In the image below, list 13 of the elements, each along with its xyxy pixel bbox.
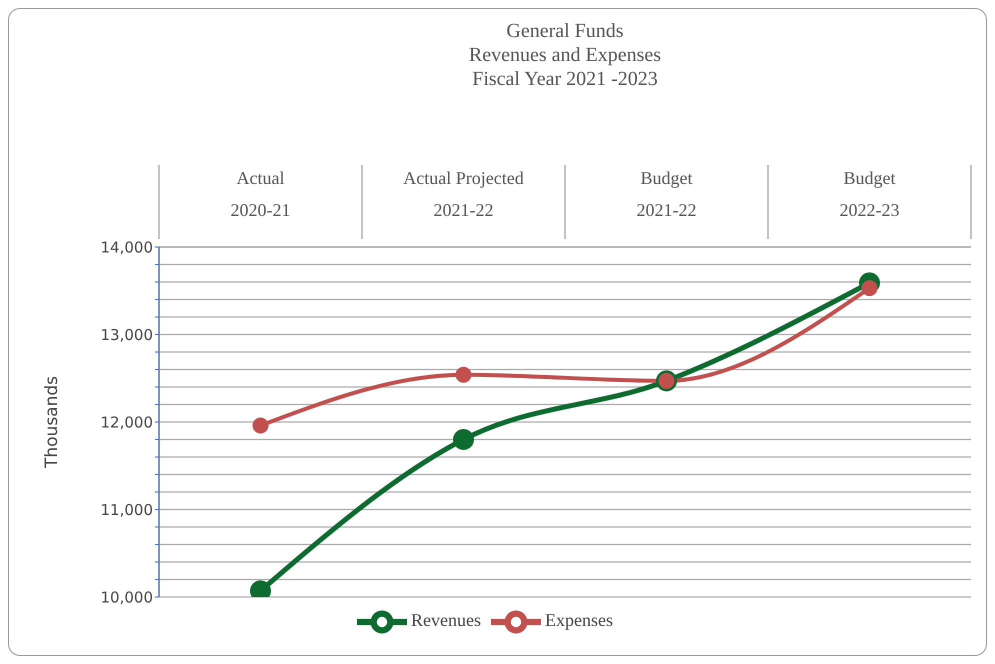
- x-tick-label: Budget 2021-22: [636, 168, 696, 220]
- y-tick-label: 11,000: [100, 500, 153, 519]
- y-tick-label: 13,000: [100, 326, 153, 344]
- x-tick-label: Budget 2022-23: [840, 168, 900, 220]
- legend-label: Revenues: [411, 610, 481, 630]
- y-tick-label: 14,000: [100, 238, 153, 256]
- legend-label: Expenses: [545, 610, 613, 630]
- x-tick-label: Actual 2020-21: [230, 168, 290, 220]
- y-axis-title: Thousands: [42, 376, 62, 470]
- x-tick-label: Actual Projected 2021-22: [403, 168, 524, 220]
- chart-title: General Funds Revenues and Expenses Fiscal Year 2021 -2023: [468, 19, 662, 91]
- y-tick-label: 10,000: [100, 588, 153, 606]
- y-tick-label: 12,000: [100, 413, 153, 432]
